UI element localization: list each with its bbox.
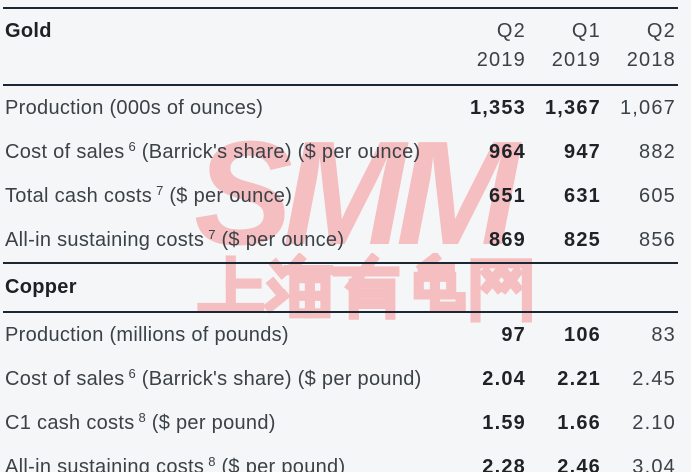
cell-q2-2018: 882	[639, 140, 676, 163]
cell-q1-2019: 825	[564, 228, 601, 251]
gold-section: Production (000s of ounces) 1,353 1,367 …	[3, 85, 678, 263]
table-row-copper-cost-of-sales: Cost of sales 6 (Barrick's share) ($ per p…	[3, 357, 678, 401]
col-header-quarter: Q2	[646, 20, 676, 42]
table-row-copper-aisc: All-in sustaining costs 8 ($ per pound) 2.…	[3, 445, 678, 472]
cell-q2-2018: 2.10	[632, 411, 676, 434]
cell-q2-2019: 2.28	[482, 455, 526, 472]
col-header-q2-2018: Q2 2018	[603, 8, 678, 85]
cell-q2-2018: 83	[651, 323, 676, 346]
col-header-year: 2019	[476, 49, 526, 71]
row-label: All-in sustaining costs 7 ($ per ounce)	[5, 226, 345, 251]
footnote-ref: 6	[128, 365, 136, 381]
header-row: Gold Q2 2019 Q1 2019 Q2 2018	[3, 8, 678, 85]
copper-section-header: Copper	[3, 263, 678, 312]
cell-q2-2019: 869	[489, 228, 526, 251]
cell-q2-2019: 97	[501, 323, 526, 346]
table-row-gold-aisc: All-in sustaining costs 7 ($ per ounce) 86…	[3, 218, 678, 263]
cell-q2-2019: 2.04	[482, 367, 526, 390]
table-row-gold-total-cash-costs: Total cash costs 7 ($ per ounce) 651 631 6…	[3, 174, 678, 218]
cell-q1-2019: 631	[564, 184, 601, 207]
copper-section: Production (millions of pounds) 97 106 8…	[3, 312, 678, 472]
cell-q2-2019: 651	[489, 184, 526, 207]
footnote-ref: 7	[208, 226, 216, 242]
cell-q1-2019: 947	[564, 140, 601, 163]
footnote-ref: 6	[128, 138, 136, 154]
cell-q2-2018: 2.45	[632, 367, 676, 390]
cell-q1-2019: 2.46	[557, 455, 601, 472]
table-row-copper-c1-cash-costs: C1 cash costs 8 ($ per pound) 1.59 1.66 2.…	[3, 401, 678, 445]
copper-header-row: Copper	[3, 263, 678, 312]
results-table: Gold Q2 2019 Q1 2019 Q2 2018 Production …	[3, 7, 678, 472]
cell-q1-2019: 2.21	[557, 367, 601, 390]
row-label: Total cash costs 7 ($ per ounce)	[5, 182, 293, 207]
row-label: Production (millions of pounds)	[5, 323, 289, 346]
copper-section-header-cell: Copper	[3, 263, 678, 312]
row-label: C1 cash costs 8 ($ per pound)	[5, 409, 276, 434]
cell-q2-2018: 856	[639, 228, 676, 251]
cell-q2-2019: 1.59	[482, 411, 526, 434]
table-header: Gold Q2 2019 Q1 2019 Q2 2018	[3, 8, 678, 85]
gold-section-header-cell: Gold	[3, 8, 453, 85]
col-header-q2-2019: Q2 2019	[453, 8, 528, 85]
cell-q1-2019: 106	[564, 323, 601, 346]
table-row-gold-cost-of-sales: Cost of sales 6 (Barrick's share) ($ per o…	[3, 130, 678, 174]
col-header-quarter: Q2	[496, 20, 526, 42]
footnote-ref: 8	[138, 409, 146, 425]
row-label: Production (000s of ounces)	[5, 96, 264, 119]
cell-q2-2019: 1,353	[469, 96, 526, 119]
copper-section-title: Copper	[5, 276, 77, 298]
cell-q2-2019: 964	[489, 140, 526, 163]
cell-q1-2019: 1.66	[557, 411, 601, 434]
col-header-q1-2019: Q1 2019	[528, 8, 603, 85]
footnote-ref: 8	[208, 453, 216, 469]
cell-q2-2018: 3.04	[632, 455, 676, 472]
watermark-cn-label: 上海有色网	[0, 0, 1, 1]
row-label: Cost of sales 6 (Barrick's share) ($ per p…	[5, 365, 422, 390]
col-header-year: 2019	[551, 49, 601, 71]
row-label: All-in sustaining costs 8 ($ per pound)	[5, 453, 346, 472]
col-header-quarter: Q1	[571, 20, 601, 42]
footnote-ref: 7	[156, 182, 164, 198]
cell-q2-2018: 1,067	[619, 96, 676, 119]
table-row-gold-production: Production (000s of ounces) 1,353 1,367 …	[3, 85, 678, 130]
cell-q2-2018: 605	[639, 184, 676, 207]
table-row-copper-production: Production (millions of pounds) 97 106 8…	[3, 312, 678, 357]
cell-q1-2019: 1,367	[544, 96, 601, 119]
row-label: Cost of sales 6 (Barrick's share) ($ per o…	[5, 138, 421, 163]
gold-section-title: Gold	[5, 20, 52, 42]
col-header-year: 2018	[626, 49, 676, 71]
